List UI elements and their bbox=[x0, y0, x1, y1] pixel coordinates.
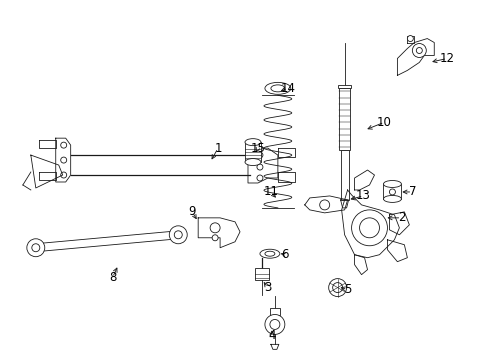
Bar bbox=[269, 307, 279, 315]
Text: 2: 2 bbox=[397, 211, 405, 224]
Polygon shape bbox=[39, 172, 56, 180]
Text: 1: 1 bbox=[214, 141, 222, 155]
Polygon shape bbox=[304, 196, 347, 213]
Polygon shape bbox=[386, 240, 407, 262]
Circle shape bbox=[212, 235, 218, 241]
Ellipse shape bbox=[383, 180, 401, 188]
Text: 14: 14 bbox=[280, 82, 295, 95]
Circle shape bbox=[256, 152, 263, 158]
Text: 5: 5 bbox=[343, 283, 350, 296]
Circle shape bbox=[210, 223, 220, 233]
Circle shape bbox=[174, 231, 182, 239]
Text: 12: 12 bbox=[439, 52, 454, 65]
Bar bbox=[337, 85, 350, 88]
Circle shape bbox=[61, 172, 66, 178]
Bar bbox=[339, 88, 349, 150]
Circle shape bbox=[27, 239, 45, 257]
Ellipse shape bbox=[264, 82, 290, 94]
Text: 15: 15 bbox=[250, 141, 265, 155]
Text: 11: 11 bbox=[263, 185, 278, 198]
Ellipse shape bbox=[244, 139, 261, 146]
Circle shape bbox=[319, 200, 329, 210]
Polygon shape bbox=[198, 218, 240, 248]
Circle shape bbox=[388, 189, 395, 195]
Polygon shape bbox=[397, 39, 433, 75]
Ellipse shape bbox=[244, 159, 261, 166]
Circle shape bbox=[407, 36, 412, 41]
Polygon shape bbox=[35, 231, 178, 252]
Text: 3: 3 bbox=[264, 281, 271, 294]
Ellipse shape bbox=[270, 85, 285, 92]
Text: 9: 9 bbox=[188, 205, 196, 219]
Polygon shape bbox=[354, 170, 374, 190]
Circle shape bbox=[328, 279, 346, 297]
Polygon shape bbox=[354, 255, 367, 275]
Circle shape bbox=[411, 44, 426, 58]
Bar bbox=[383, 184, 401, 199]
Polygon shape bbox=[56, 138, 71, 182]
Circle shape bbox=[415, 48, 422, 54]
Polygon shape bbox=[247, 148, 277, 183]
Circle shape bbox=[169, 226, 187, 244]
Ellipse shape bbox=[383, 195, 401, 202]
Circle shape bbox=[332, 283, 342, 293]
Circle shape bbox=[256, 175, 263, 181]
Polygon shape bbox=[277, 148, 294, 157]
Bar bbox=[244, 142, 261, 162]
Text: 6: 6 bbox=[281, 248, 288, 261]
Polygon shape bbox=[340, 200, 348, 208]
Polygon shape bbox=[277, 172, 294, 182]
Polygon shape bbox=[388, 212, 408, 235]
Text: 8: 8 bbox=[109, 271, 116, 284]
Ellipse shape bbox=[260, 249, 279, 258]
Polygon shape bbox=[39, 140, 56, 148]
Polygon shape bbox=[341, 190, 399, 258]
Circle shape bbox=[256, 164, 263, 170]
Polygon shape bbox=[407, 36, 413, 42]
Polygon shape bbox=[31, 155, 62, 188]
Circle shape bbox=[269, 319, 279, 329]
Text: 13: 13 bbox=[355, 189, 370, 202]
Circle shape bbox=[61, 157, 66, 163]
Circle shape bbox=[264, 315, 285, 334]
Circle shape bbox=[61, 142, 66, 148]
Circle shape bbox=[32, 244, 40, 252]
Circle shape bbox=[359, 218, 379, 238]
Text: 10: 10 bbox=[376, 116, 391, 129]
Text: 7: 7 bbox=[408, 185, 415, 198]
Bar bbox=[71, 155, 249, 175]
Ellipse shape bbox=[264, 251, 274, 256]
Bar bbox=[254, 268, 268, 280]
Bar bbox=[340, 150, 348, 200]
Polygon shape bbox=[270, 345, 278, 349]
Circle shape bbox=[351, 210, 386, 246]
Text: 4: 4 bbox=[267, 329, 275, 342]
